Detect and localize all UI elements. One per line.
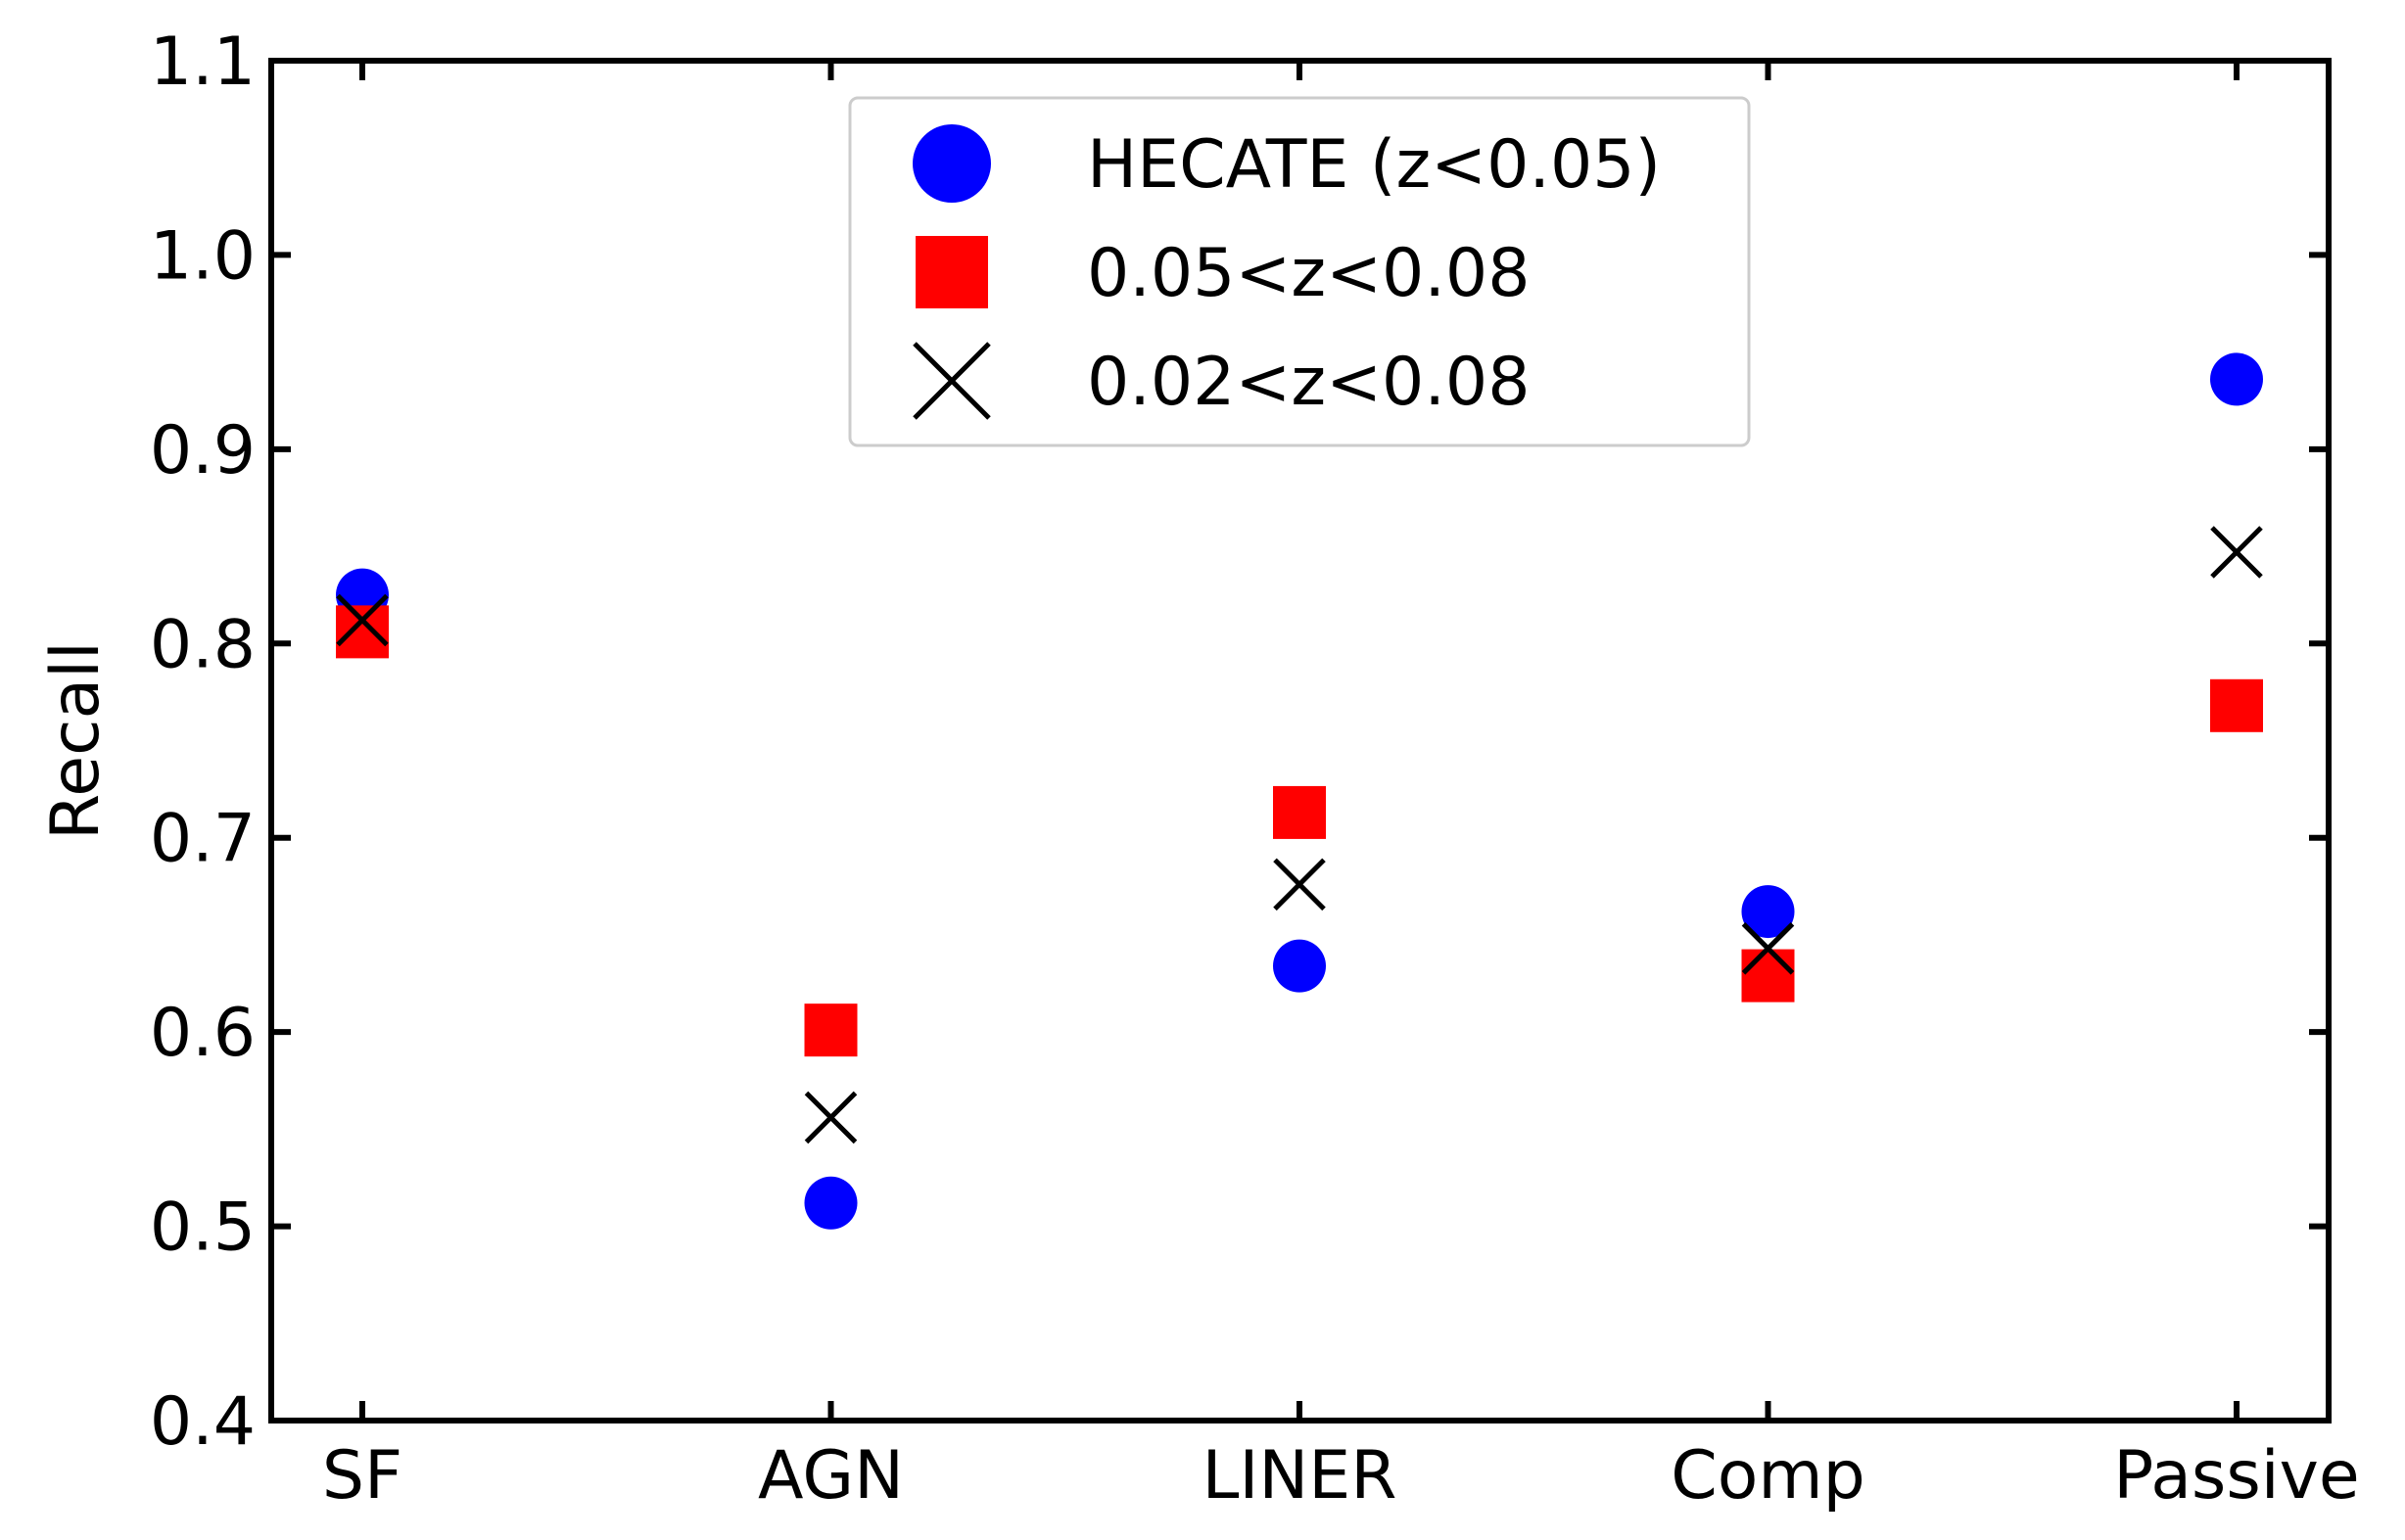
y-axis-label: Recall <box>37 641 115 840</box>
data-point <box>1741 949 1795 1003</box>
y-tick-label: 0.9 <box>150 412 256 490</box>
data-point <box>1273 939 1326 993</box>
series-2 <box>336 526 2263 1144</box>
x-tick-label: SF <box>322 1437 402 1515</box>
y-tick-label: 0.5 <box>150 1190 256 1267</box>
y-tick-label: 0.7 <box>150 801 256 878</box>
legend-label: 0.02<z<0.08 <box>1087 344 1530 421</box>
series-0 <box>336 352 2263 1230</box>
y-tick-labels: 0.4 0.5 0.6 0.7 0.8 0.9 1.0 1.1 <box>150 23 256 1461</box>
data-point <box>336 605 389 659</box>
data-point <box>804 1091 858 1144</box>
data-point <box>1741 922 1795 975</box>
y-tick-label: 1.0 <box>150 217 256 295</box>
legend-label: 0.05<z<0.08 <box>1087 235 1530 312</box>
data-point <box>336 593 389 647</box>
axis-ticks <box>271 58 2329 1423</box>
legend-marker <box>913 124 991 203</box>
data-point <box>1273 785 1326 839</box>
data-point <box>1273 858 1326 911</box>
x-tick-labels: SF AGN LINER Comp Passive <box>322 1437 2360 1515</box>
data-point <box>2210 678 2263 732</box>
data-point <box>1741 885 1795 939</box>
data-point <box>2210 352 2263 406</box>
data-point <box>2210 526 2263 579</box>
legend-marker <box>916 236 988 308</box>
x-tick-label: Passive <box>2113 1437 2359 1515</box>
x-tick-label: AGN <box>758 1437 904 1515</box>
y-tick-label: 1.1 <box>150 23 256 101</box>
legend-label: HECATE (z<0.05) <box>1087 126 1661 204</box>
y-tick-label: 0.8 <box>150 606 256 683</box>
series-1 <box>336 605 2263 1057</box>
data-marks <box>336 352 2263 1230</box>
plot-frame <box>268 58 2332 1423</box>
x-tick-label: Comp <box>1671 1437 1865 1515</box>
data-point <box>804 1003 858 1057</box>
legend: HECATE (z<0.05) 0.05<z<0.08 0.02<z<0.08 <box>848 96 1751 447</box>
x-tick-label: LINER <box>1202 1437 1396 1515</box>
legend-marker <box>913 342 991 420</box>
data-point <box>804 1176 858 1230</box>
legend-box <box>848 96 1751 447</box>
y-tick-label: 0.6 <box>150 995 256 1072</box>
y-tick-label: 0.4 <box>150 1383 256 1461</box>
